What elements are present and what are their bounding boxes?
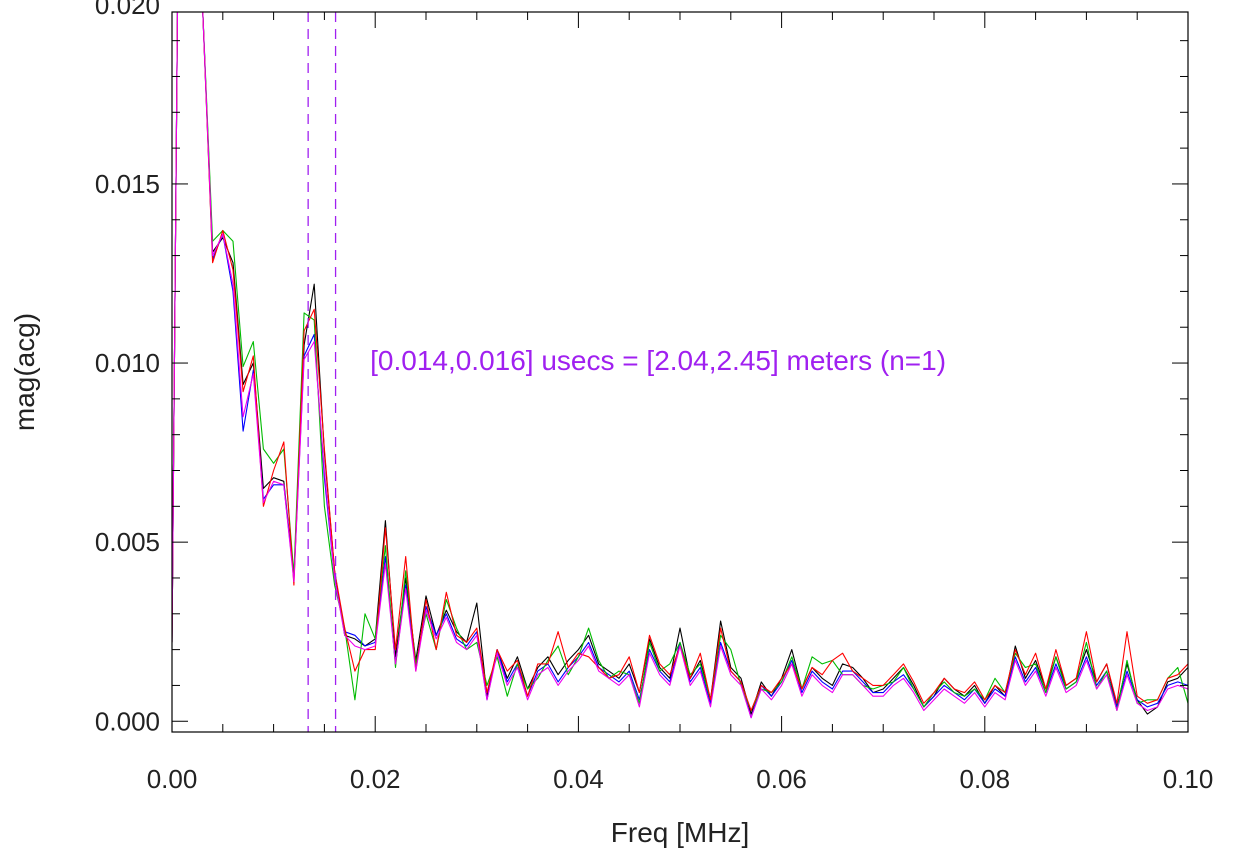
x-tick-label: 0.04 [553,764,604,794]
x-tick-label: 0.00 [147,764,198,794]
x-tick-label: 0.10 [1163,764,1214,794]
x-tick-label: 0.08 [959,764,1010,794]
x-tick-label: 0.02 [350,764,401,794]
y-axis-label: mag(acg) [9,313,40,431]
y-tick-label: 0.020 [95,0,160,20]
range-annotation: [0.014,0.016] usecs = [2.04,2.45] meters… [370,345,946,376]
series-layer [172,12,1188,719]
y-tick-label: 0.010 [95,348,160,378]
reference-lines [307,12,337,732]
x-tick-label: 0.06 [756,764,807,794]
y-tick-label: 0.015 [95,169,160,199]
y-tick-label: 0.005 [95,527,160,557]
y-tick-label: 0.000 [95,706,160,736]
axis-ticks: 0.00 0.02 0.04 0.06 0.08 0.10 0.000 0.005 0.010 0… [95,0,1213,794]
series-line-5 [172,12,1188,719]
x-axis-label: Freq [MHz] [611,817,749,848]
